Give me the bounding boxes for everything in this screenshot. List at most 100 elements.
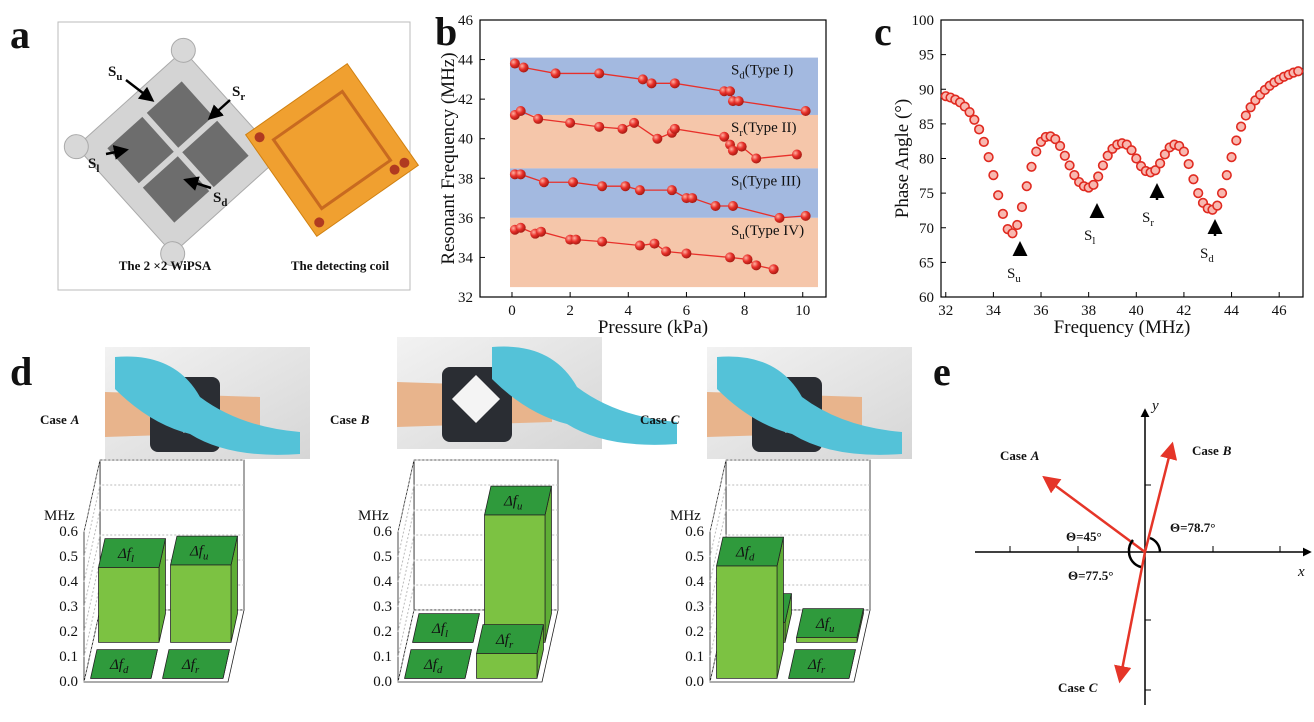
data-point	[635, 185, 645, 195]
caption: The detecting coil	[291, 258, 390, 273]
y-tick-label: 0.5	[59, 549, 78, 565]
x-tick-label: 46	[1272, 303, 1288, 319]
case-word: Case	[1058, 680, 1085, 695]
data-point	[989, 171, 998, 180]
plot-frame	[941, 20, 1303, 297]
y-tick-label: 75	[919, 186, 934, 202]
y-tick-label: 0.6	[685, 524, 704, 540]
y-tick-label: 85	[919, 117, 934, 133]
bar-front	[717, 566, 777, 679]
bar-front	[171, 565, 231, 643]
data-point	[635, 241, 645, 251]
subscript: l	[1092, 235, 1095, 247]
data-point	[565, 118, 575, 128]
angle-arc	[1150, 538, 1160, 552]
symbol: S	[731, 223, 739, 239]
label: Sr	[1142, 210, 1154, 229]
case-label: Case C	[1058, 680, 1098, 695]
data-point	[1218, 189, 1227, 198]
y-tick-label: 46	[458, 13, 474, 29]
data-point	[1099, 161, 1108, 170]
data-point	[801, 211, 811, 221]
data-point	[594, 122, 604, 132]
data-point	[725, 252, 735, 262]
data-point	[774, 213, 784, 223]
y-tick-label: 0.4	[59, 574, 78, 590]
y-tick-label: 0.0	[373, 674, 392, 690]
data-point	[742, 254, 752, 264]
axis-name: y	[1150, 398, 1159, 414]
x-tick-label: 2	[566, 303, 574, 319]
subscript: l	[445, 628, 448, 640]
y-tick-label: 0.4	[373, 574, 392, 590]
data-point	[980, 138, 989, 147]
case-word: Case	[1000, 448, 1027, 463]
case-word: Case	[40, 412, 67, 427]
subscript: r	[1150, 217, 1154, 229]
data-point	[1127, 146, 1136, 155]
y-tick-label: 0.4	[685, 574, 704, 590]
y-tick-label: 40	[458, 132, 473, 148]
data-point	[1018, 203, 1027, 212]
bar-front	[485, 515, 545, 643]
case-letter: C	[1089, 680, 1098, 695]
subscript: r	[240, 91, 245, 103]
data-point	[519, 62, 529, 72]
data-point	[536, 227, 546, 237]
case-word: Case	[1192, 443, 1219, 458]
bar-front	[477, 653, 537, 678]
x-tick-label: 44	[1224, 303, 1240, 319]
data-point	[687, 193, 697, 203]
case-letter: C	[671, 412, 680, 427]
symbol: S	[213, 190, 221, 206]
vector-arrow	[1145, 445, 1172, 552]
label: Sd	[1200, 246, 1214, 265]
bar-front	[99, 567, 159, 642]
y-tick-label: 90	[919, 82, 934, 98]
legend-entry: (Type IV)	[745, 223, 804, 239]
data-point	[1294, 67, 1303, 76]
data-point	[629, 118, 639, 128]
unit-label: MHz	[358, 508, 389, 524]
data-point	[617, 124, 627, 134]
y-tick-label: 0.2	[59, 624, 78, 640]
y-tick-label: 65	[919, 255, 934, 271]
y-tick-label: 44	[458, 53, 474, 69]
y-tick-label: 0.3	[685, 599, 704, 615]
y-tick-label: 0.3	[59, 599, 78, 615]
symbol: S	[1084, 228, 1092, 244]
data-point	[711, 201, 721, 211]
data-point	[533, 114, 543, 124]
data-point	[1065, 161, 1074, 170]
vector-arrow	[1120, 552, 1145, 680]
label: Sl	[1084, 228, 1095, 247]
data-point	[661, 246, 671, 256]
data-point	[728, 146, 738, 156]
data-point	[751, 154, 761, 164]
symbol: S	[1200, 246, 1208, 262]
data-point	[728, 201, 738, 211]
case-word: Case	[330, 412, 357, 427]
data-point	[1227, 153, 1236, 162]
case-label: CaseA	[1000, 448, 1040, 463]
subscript: u	[1015, 273, 1021, 285]
label: Su	[1007, 266, 1021, 285]
data-point	[792, 150, 802, 160]
y-tick-label: 0.3	[373, 599, 392, 615]
y-axis-label: Resonant Frequency (MHz)	[438, 52, 459, 264]
y-tick-label: 36	[458, 211, 474, 227]
data-point	[1156, 159, 1165, 168]
data-point	[516, 106, 526, 116]
symbol: S	[731, 173, 739, 189]
data-point	[1013, 221, 1022, 230]
angle-label: Θ=45°	[1066, 529, 1102, 544]
case-letter: A	[70, 412, 80, 427]
y-tick-label: 32	[458, 290, 473, 306]
panel-label: c	[874, 9, 892, 54]
data-point	[1061, 151, 1070, 160]
y-tick-label: 100	[912, 13, 935, 29]
y-tick-label: 0.1	[59, 649, 78, 665]
data-point	[597, 237, 607, 247]
y-tick-label: 0.2	[373, 624, 392, 640]
data-point	[638, 74, 648, 84]
